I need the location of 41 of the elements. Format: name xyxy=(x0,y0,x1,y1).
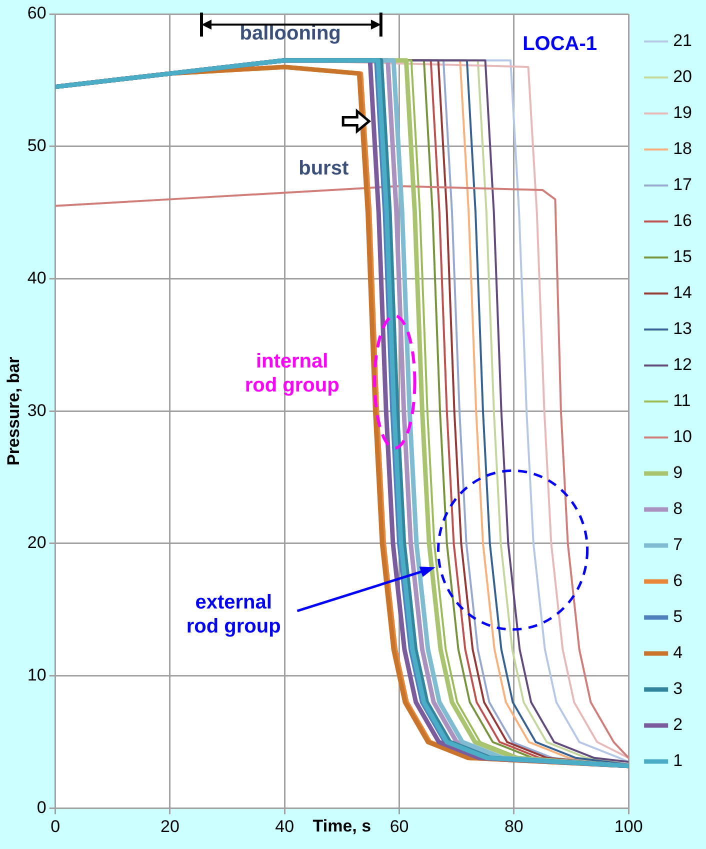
y-tick-label: 40 xyxy=(27,268,46,288)
annotation: LOCA-1 xyxy=(522,32,598,55)
legend-label: 20 xyxy=(673,67,692,86)
legend-label: 15 xyxy=(673,247,692,266)
x-tick-label: 60 xyxy=(390,817,409,836)
legend-label: 17 xyxy=(673,175,692,194)
annotation: burst xyxy=(298,157,349,180)
legend-label: 2 xyxy=(673,715,683,734)
legend-label: 4 xyxy=(673,643,683,662)
legend-label: 1 xyxy=(673,751,683,770)
legend-label: 21 xyxy=(673,31,692,50)
x-tick-label: 40 xyxy=(275,817,294,836)
legend-label: 10 xyxy=(673,427,692,446)
legend-label: 18 xyxy=(673,139,692,158)
legend-label: 9 xyxy=(673,463,683,482)
x-tick-label: 80 xyxy=(504,817,524,836)
legend-label: 8 xyxy=(673,499,683,518)
legend-label: 11 xyxy=(673,391,691,410)
x-axis-title: Time, s xyxy=(312,816,372,836)
legend-label: 7 xyxy=(673,535,683,554)
y-tick-label: 20 xyxy=(27,533,46,552)
legend-label: 19 xyxy=(673,103,692,122)
legend-label: 6 xyxy=(673,571,683,590)
y-tick-label: 0 xyxy=(36,798,46,817)
legend-label: 16 xyxy=(673,211,692,230)
x-tick-label: 20 xyxy=(160,817,180,836)
legend-label: 13 xyxy=(673,319,692,338)
y-tick-label: 30 xyxy=(27,400,46,420)
annotation: ballooning xyxy=(240,22,341,44)
legend-label: 3 xyxy=(673,679,683,698)
x-tick-label: 100 xyxy=(614,817,643,836)
legend-label: 14 xyxy=(673,283,692,302)
legend-label: 5 xyxy=(673,607,683,626)
y-tick-label: 60 xyxy=(27,4,46,23)
x-tick-label: 0 xyxy=(50,817,60,836)
legend-label: 12 xyxy=(673,355,692,374)
y-axis-title: Pressure, bar xyxy=(4,356,23,466)
y-tick-label: 50 xyxy=(27,136,46,156)
annotation: external rod group xyxy=(186,591,281,638)
annotation: internal rod group xyxy=(244,350,340,397)
y-tick-label: 10 xyxy=(27,666,46,685)
